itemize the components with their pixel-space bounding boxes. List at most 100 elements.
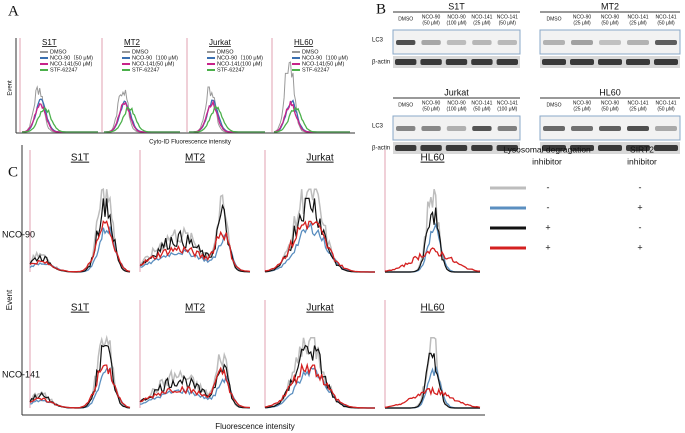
label: NCO-90	[447, 100, 466, 106]
histogram-curve	[139, 230, 251, 273]
label: (25 μM)	[573, 106, 591, 112]
label: S1T	[71, 303, 89, 314]
label: β-actin	[372, 146, 390, 152]
label: S1T	[42, 38, 57, 47]
label: S1T	[71, 153, 89, 164]
histogram-curve	[264, 337, 375, 409]
blot	[539, 29, 681, 55]
band	[655, 40, 677, 45]
band	[395, 145, 417, 151]
label: (50 μM)	[499, 20, 517, 26]
label: HL60	[599, 87, 621, 97]
band	[626, 59, 650, 65]
label: NCO-90（50 μM)	[50, 54, 93, 61]
band	[471, 145, 493, 151]
label: (100 μM)	[446, 20, 466, 26]
histogram-curve	[264, 362, 375, 409]
label: C	[8, 164, 18, 180]
label: +	[545, 222, 550, 232]
label: LC3	[372, 38, 384, 44]
band	[497, 126, 517, 131]
label: inhibitor	[532, 156, 562, 166]
label: NCO-141	[471, 14, 492, 20]
label: DMSO	[547, 102, 562, 108]
histogram-curve	[385, 189, 480, 273]
label: (25 μM)	[629, 106, 647, 112]
label: (100 μM)	[497, 106, 517, 112]
band	[421, 40, 441, 45]
histogram-curve	[29, 220, 131, 273]
label: (50 μM)	[422, 20, 440, 26]
histogram-curve	[104, 106, 180, 133]
label: NCO-90	[573, 14, 592, 20]
label: +	[637, 202, 642, 212]
band	[654, 59, 678, 65]
label: Fluorescence intensity	[215, 422, 295, 431]
histogram-curve	[189, 104, 265, 133]
band	[627, 40, 649, 45]
histogram-curve	[274, 106, 350, 133]
label: NCO-90	[601, 100, 620, 106]
label: Lysosomal degragation	[503, 144, 591, 154]
band	[396, 126, 416, 131]
label: DMSO	[217, 49, 234, 55]
label: STF-62247	[217, 67, 245, 73]
band	[396, 40, 416, 45]
band	[627, 126, 649, 131]
band	[571, 40, 593, 45]
band	[472, 40, 492, 45]
band	[395, 59, 417, 65]
band	[598, 59, 622, 65]
histogram-curve	[264, 221, 375, 273]
label: DMSO	[398, 16, 413, 22]
histogram-curve	[385, 352, 480, 409]
label: DMSO	[132, 49, 149, 55]
label: (25 μM)	[629, 20, 647, 26]
band	[421, 126, 441, 131]
histogram-curve	[385, 207, 480, 273]
label: A	[8, 3, 19, 19]
band	[599, 126, 621, 131]
label: NCO-141(50 μM)	[50, 61, 92, 67]
band	[497, 40, 517, 45]
label: NCO-90	[422, 100, 441, 106]
label: -	[547, 202, 550, 212]
label: Jurkat	[306, 303, 333, 314]
label: MT2	[601, 1, 619, 11]
label: B	[376, 1, 386, 17]
label: NCO-141	[497, 14, 518, 20]
histogram-curve	[139, 363, 250, 409]
label: (50 μM)	[657, 20, 675, 26]
label: (25 μM)	[473, 20, 491, 26]
band	[420, 145, 442, 151]
label: NCO-141(50 μM)	[132, 61, 174, 67]
band	[542, 145, 566, 151]
band	[542, 59, 566, 65]
band	[420, 59, 442, 65]
label: S1T	[448, 1, 465, 11]
band	[598, 145, 622, 151]
histogram-curve	[264, 366, 375, 409]
histogram-curve	[22, 106, 98, 133]
label: -	[547, 182, 550, 192]
histogram-curve	[29, 364, 131, 409]
label: STF-62247	[302, 67, 330, 73]
histogram-curve	[273, 99, 350, 133]
histogram-curve	[139, 366, 251, 409]
label: DMSO	[547, 16, 562, 22]
label: STF-62247	[50, 67, 78, 73]
label: (50 μM)	[601, 20, 619, 26]
label: HL60	[294, 38, 314, 47]
band	[626, 145, 650, 151]
label: NCO-90（100 μM)	[217, 54, 263, 61]
label: +	[545, 242, 550, 252]
label: Cyto-ID Fluorescence intensity	[149, 140, 231, 146]
label: (50 μM)	[601, 106, 619, 112]
histogram-curve	[22, 85, 98, 133]
histogram-curve	[264, 220, 375, 273]
histogram-curve	[104, 100, 180, 133]
label: MT2	[185, 303, 205, 314]
band	[445, 59, 468, 65]
label: (50 μM)	[657, 106, 675, 112]
label: NCO-90	[573, 100, 592, 106]
